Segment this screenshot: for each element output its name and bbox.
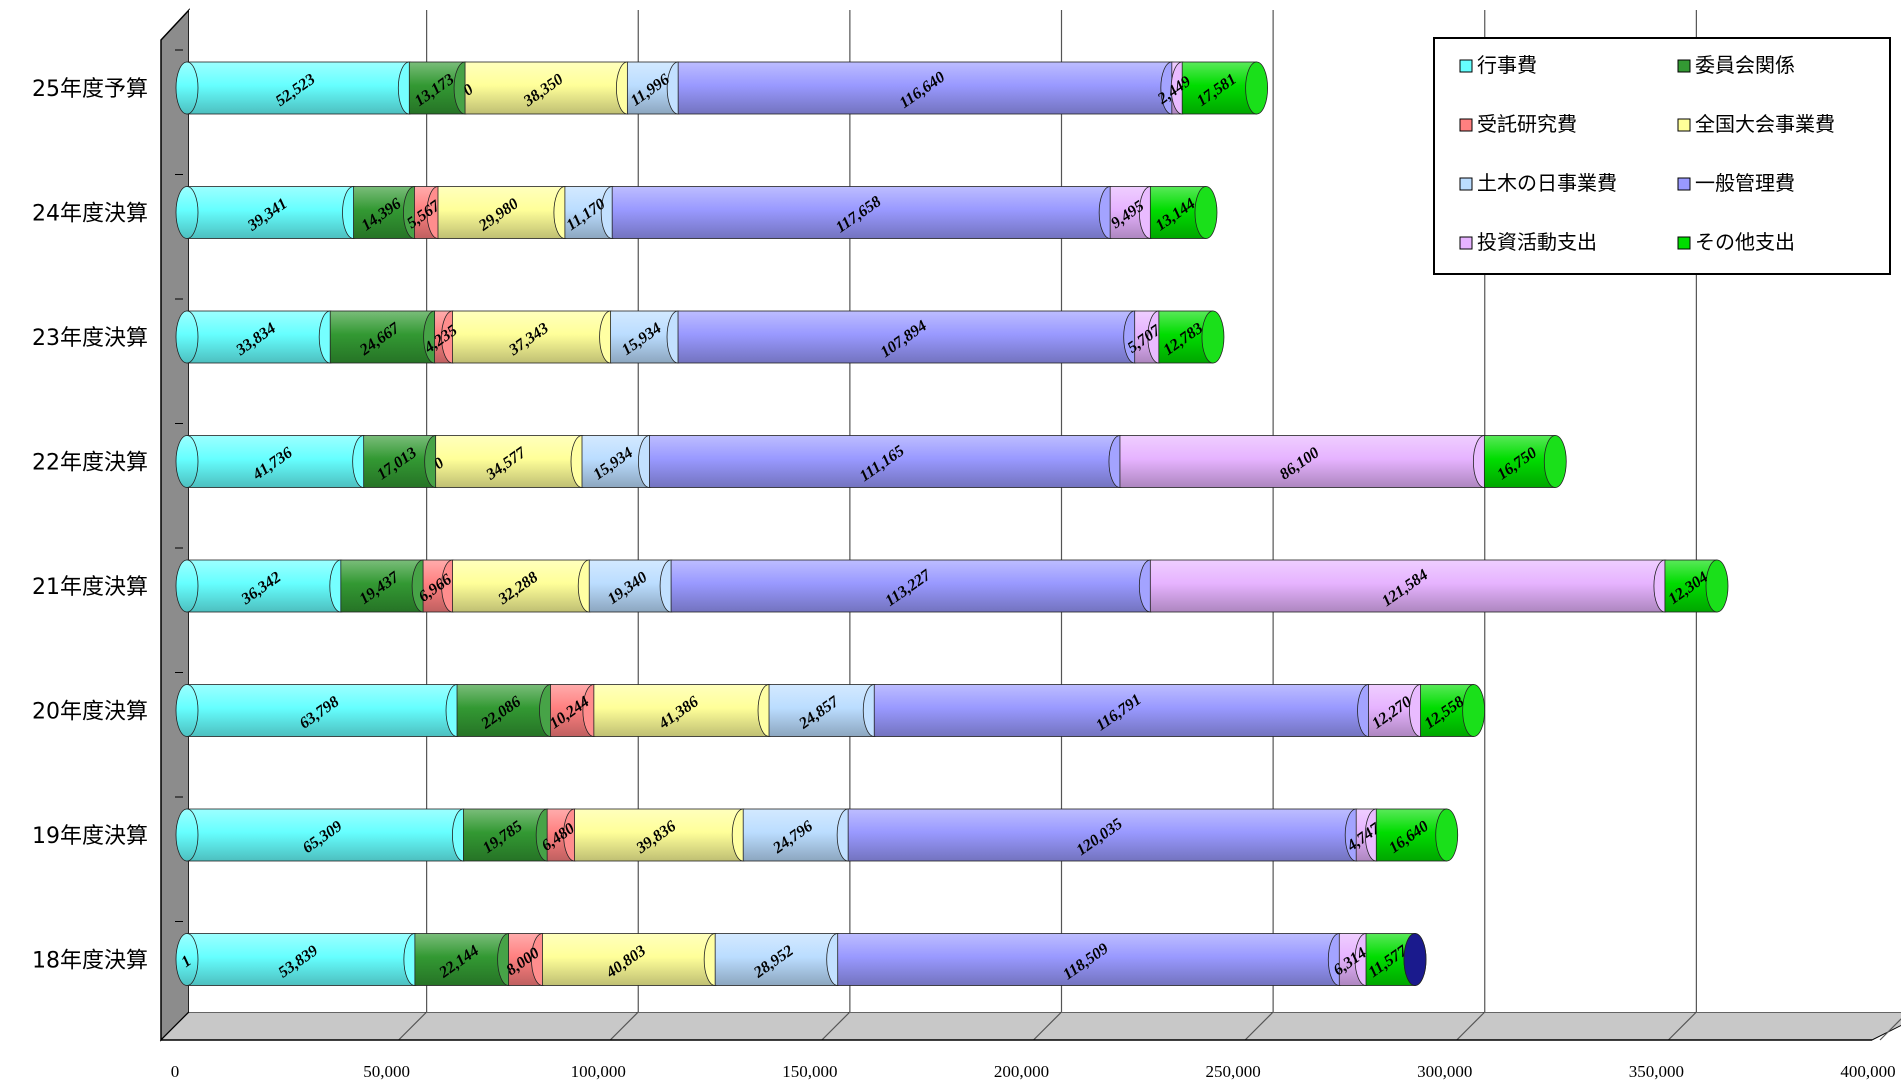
bar-segment-cap [1706, 560, 1728, 612]
bar-left-cap [176, 560, 198, 612]
bar-left-cap [176, 62, 198, 114]
legend-swatch [1678, 60, 1690, 72]
legend-swatch [1460, 60, 1472, 72]
legend-swatch [1678, 237, 1690, 249]
category-label: 18年度決算 [32, 949, 148, 974]
legend-item: 一般管理費 [1678, 171, 1795, 195]
legend-label: その他支出 [1695, 230, 1795, 254]
legend-label: 一般管理費 [1695, 171, 1795, 195]
category-label: 23年度決算 [32, 326, 148, 351]
bar-row [176, 62, 1268, 114]
legend-swatch [1678, 119, 1690, 131]
bar-left-cap [176, 311, 198, 363]
category-label: 22年度決算 [32, 451, 148, 476]
legend-swatch [1460, 178, 1472, 190]
bar-segment-cap [1436, 809, 1458, 861]
legend-label: 全国大会事業費 [1695, 112, 1835, 136]
bar-left-cap [176, 685, 198, 737]
legend-label: 行事費 [1477, 53, 1537, 77]
bar-segment-cap [1463, 685, 1485, 737]
bar-segment-cap [1404, 934, 1426, 986]
legend-swatch [1460, 119, 1472, 131]
legend-swatch [1460, 237, 1472, 249]
category-label: 25年度予算 [32, 77, 148, 102]
bar-segment-cap [1195, 187, 1217, 239]
legend-item: 委員会関係 [1678, 53, 1795, 77]
legend-item: 全国大会事業費 [1678, 112, 1835, 136]
bar-segment-cap [1202, 311, 1224, 363]
x-tick-label: 250,000 [1206, 1062, 1261, 1081]
bar-row [176, 934, 1426, 986]
legend-label: 投資活動支出 [1477, 230, 1597, 254]
x-tick-label: 200,000 [994, 1062, 1049, 1081]
bar-segment-cap [1544, 436, 1566, 488]
legend-label: 委員会関係 [1695, 53, 1795, 77]
bar-row [176, 560, 1728, 612]
x-tick-label: 350,000 [1629, 1062, 1684, 1081]
legend-item: その他支出 [1678, 230, 1795, 254]
bar-segment-cap [1246, 62, 1268, 114]
bar-row [176, 187, 1217, 239]
bar-left-cap [176, 436, 198, 488]
side-wall [161, 10, 189, 1040]
x-tick-label: 400,000 [1840, 1062, 1895, 1081]
legend-item: 受託研究費 [1460, 112, 1577, 136]
legend-swatch [1678, 178, 1690, 190]
legend-label: 受託研究費 [1477, 112, 1577, 136]
bar-row [176, 809, 1458, 861]
x-tick-label: 100,000 [571, 1062, 626, 1081]
x-tick-label: 300,000 [1417, 1062, 1472, 1081]
bar-left-cap [176, 809, 198, 861]
x-tick-label: 150,000 [782, 1062, 837, 1081]
bar-row [176, 311, 1224, 363]
category-label: 24年度決算 [32, 202, 148, 227]
bar-left-cap [176, 187, 198, 239]
category-label: 19年度決算 [32, 824, 148, 849]
category-label: 21年度決算 [32, 575, 148, 600]
legend-item: 投資活動支出 [1460, 230, 1597, 254]
legend-item: 土木の日事業費 [1460, 171, 1617, 195]
x-tick-label: 50,000 [363, 1062, 410, 1081]
category-label: 20年度決算 [32, 700, 148, 725]
x-tick-label: 0 [171, 1062, 180, 1081]
legend-label: 土木の日事業費 [1477, 171, 1617, 195]
